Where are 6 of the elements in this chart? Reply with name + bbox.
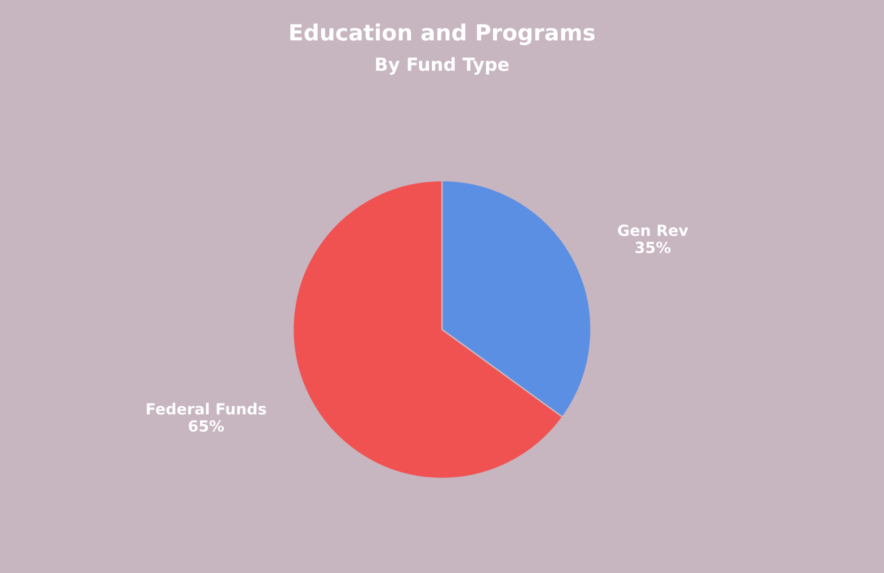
slice-label: Federal Funds bbox=[146, 402, 266, 415]
slice-label: Gen Rev bbox=[618, 224, 688, 236]
data-label: 65% bbox=[188, 420, 224, 432]
chart-subtitle: By Fund Type bbox=[376, 57, 509, 75]
chart-title: Education and Programs bbox=[290, 24, 595, 46]
data-label: 35% bbox=[636, 242, 671, 254]
